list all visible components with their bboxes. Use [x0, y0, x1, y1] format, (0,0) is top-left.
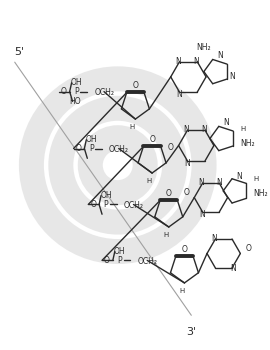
Text: NH₂: NH₂ — [254, 189, 268, 198]
Text: P: P — [104, 200, 108, 209]
Text: N: N — [193, 57, 199, 66]
Text: N: N — [184, 125, 189, 134]
Text: O: O — [76, 144, 82, 153]
Text: N: N — [230, 72, 235, 81]
Text: P: P — [74, 87, 79, 96]
Text: O: O — [104, 256, 110, 265]
Text: N: N — [199, 210, 205, 219]
Text: N: N — [177, 90, 183, 99]
Text: O: O — [184, 188, 189, 197]
Text: O: O — [245, 244, 251, 253]
Text: H: H — [254, 176, 259, 182]
Text: H: H — [147, 178, 152, 184]
Text: 5': 5' — [14, 47, 24, 57]
Text: N: N — [223, 118, 228, 127]
Text: OCH₂: OCH₂ — [137, 257, 157, 266]
Text: OH: OH — [85, 135, 97, 144]
Text: P: P — [89, 144, 94, 153]
Text: OCH₂: OCH₂ — [109, 145, 129, 154]
Text: N: N — [184, 159, 190, 168]
Text: HO: HO — [70, 97, 81, 106]
Text: OCH₂: OCH₂ — [124, 201, 144, 210]
Text: OCH₂: OCH₂ — [94, 88, 114, 97]
Text: N: N — [211, 234, 217, 243]
Text: H: H — [179, 288, 184, 294]
Text: NH₂: NH₂ — [240, 139, 255, 148]
Text: P: P — [117, 256, 122, 265]
Text: N: N — [231, 264, 236, 273]
Text: 3': 3' — [186, 327, 197, 337]
Text: N: N — [236, 172, 242, 181]
Text: N: N — [216, 178, 222, 187]
Text: H: H — [130, 124, 135, 130]
Text: H: H — [163, 232, 168, 238]
Text: O: O — [181, 245, 187, 254]
Text: O: O — [149, 135, 155, 144]
Text: OH: OH — [100, 191, 112, 200]
Text: O: O — [61, 87, 67, 96]
Text: O: O — [133, 81, 138, 90]
Text: OH: OH — [114, 247, 126, 256]
Text: N: N — [198, 178, 204, 187]
Text: NH₂: NH₂ — [196, 43, 211, 52]
Text: H: H — [240, 126, 246, 132]
Text: OH: OH — [71, 78, 82, 87]
Text: O: O — [166, 189, 172, 198]
Text: N: N — [176, 57, 181, 66]
Text: O: O — [168, 143, 174, 152]
Text: N: N — [201, 125, 207, 134]
Text: N: N — [218, 51, 224, 61]
Text: O: O — [90, 200, 96, 209]
